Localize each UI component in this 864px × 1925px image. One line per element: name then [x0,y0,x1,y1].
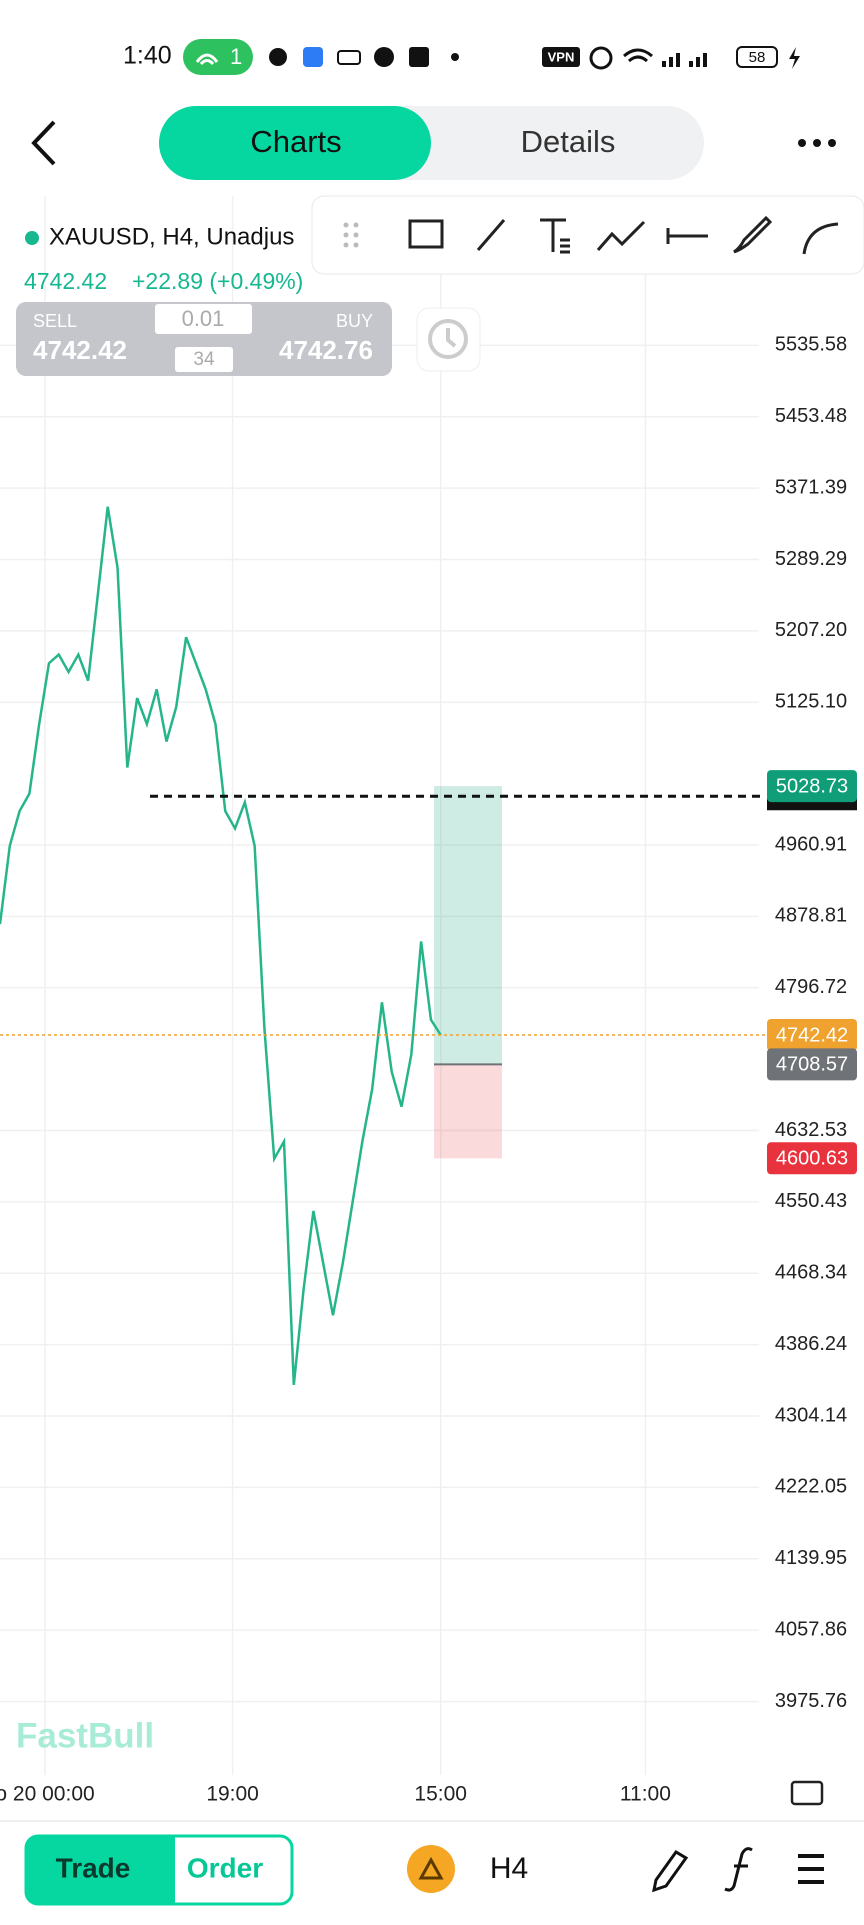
y-tick-label: 4878.81 [775,905,847,927]
battery [736,46,778,68]
y-tick-label: 5371.39 [775,476,847,498]
price-tag-label: 5028.73 [776,775,848,797]
price-tag [767,1018,857,1051]
plot-area [0,196,759,1775]
tab-charts[interactable]: Charts [250,124,341,159]
order-button[interactable]: Order [187,1852,263,1883]
status-dot [25,231,39,245]
fullscreen-button[interactable] [790,1780,824,1806]
vpn-label: VPN [548,49,575,64]
status-time: 1:40 [123,42,172,70]
arc-tool[interactable] [802,222,839,255]
draw-button[interactable] [652,1850,689,1893]
hotspot-icon [195,53,219,66]
history-hand [446,328,457,348]
price-tag-label: 4708.57 [776,1054,848,1076]
app-icon [409,47,429,67]
hline-tool[interactable] [666,228,708,244]
price-tag-label: 4600.63 [776,1148,848,1170]
chart: 5535.58 5453.48 5371.39 5289.29 5207.20 5125.… [0,196,857,1806]
symbol-name: XAUUSD, H4, Unadjus [49,223,294,250]
wifi-icon [623,48,653,63]
alarm-icon [589,46,613,70]
hotspot-count: 1 [230,44,242,69]
app-icon [374,47,394,67]
rectangle-tool[interactable] [408,219,444,249]
y-tick-label: 4632.53 [775,1119,847,1141]
y-tick-label: 3975.76 [775,1690,847,1712]
buy-price[interactable]: 4742.76 [279,335,373,365]
lots-box[interactable] [155,304,252,334]
x-tick-label: 11:00 [620,1783,671,1806]
line-tool[interactable] [476,219,506,251]
app-icon [303,47,323,67]
tab-active-bg[interactable] [159,106,431,180]
drawing-toolbar [311,195,864,275]
text-tool[interactable] [540,218,570,254]
spread-box [175,347,233,372]
trade-panel [16,302,392,376]
charging-icon [789,47,800,69]
y-tick-label: 5535.58 [775,334,847,356]
timeframe[interactable]: H4 [490,1852,528,1885]
spread: 34 [193,349,215,370]
y-tick-label: 4222.05 [775,1476,847,1498]
back-button[interactable] [31,120,56,166]
y-tick-label: 5125.10 [775,691,847,713]
y-tick-label: 4139.95 [775,1547,847,1569]
trade-button[interactable]: Trade [56,1852,131,1883]
x-tick-label: 15:00 [414,1783,467,1806]
signal-icon [662,53,707,67]
y-tick-label: 4386.24 [775,1333,847,1355]
dot [451,53,459,61]
buy-label: BUY [336,311,373,331]
y-tick-label: 4796.72 [775,976,847,998]
symbol-price: 4742.42 [24,268,107,294]
battery-level: 58 [749,49,766,66]
x-tick-label: 19:00 [206,1783,259,1806]
y-tick-label: 4960.91 [775,833,847,855]
indicator-button[interactable] [724,1847,753,1892]
y-tick-label: 5207.20 [775,619,847,641]
vpn-badge [542,47,580,67]
tab-details[interactable]: Details [521,124,616,159]
app-icon [269,48,287,66]
drag-handle[interactable] [343,222,359,248]
price-line [0,506,442,1386]
y-tick-label: 4550.43 [775,1190,847,1212]
y-tick-label: 5453.48 [775,405,847,427]
x-tick-label: o 20 00:00 [0,1783,95,1806]
price-tag [767,770,857,803]
lots[interactable]: 0.01 [182,306,225,331]
history-icon [428,319,468,359]
y-tick-label: 4304.14 [775,1404,847,1426]
hotspot-pill [183,39,253,75]
symbol-icon[interactable] [407,1845,455,1893]
price-tag-label: 4742.42 [776,1024,848,1046]
price-tag [767,1142,857,1175]
take-profit-zone [434,786,502,1065]
trade-bg[interactable] [26,1836,175,1904]
menu-button[interactable] [798,1854,824,1884]
brush-tool[interactable] [733,215,773,254]
sell-label: SELL [33,311,77,331]
app-icon [337,50,361,65]
stop-loss-zone [434,1064,502,1159]
symbol-change: +22.89 (+0.49%) [132,268,303,294]
symbol-glyph [418,1856,444,1880]
more-button[interactable] [798,139,836,147]
price-tag [767,1048,857,1081]
sell-price[interactable]: 4742.42 [33,335,127,365]
y-tick-label: 4468.34 [775,1262,847,1284]
y-tick-label: 4057.86 [775,1618,847,1640]
path-tool[interactable] [596,220,646,251]
watermark: FastBull [16,1716,154,1755]
y-tick-label: 5289.29 [775,548,847,570]
